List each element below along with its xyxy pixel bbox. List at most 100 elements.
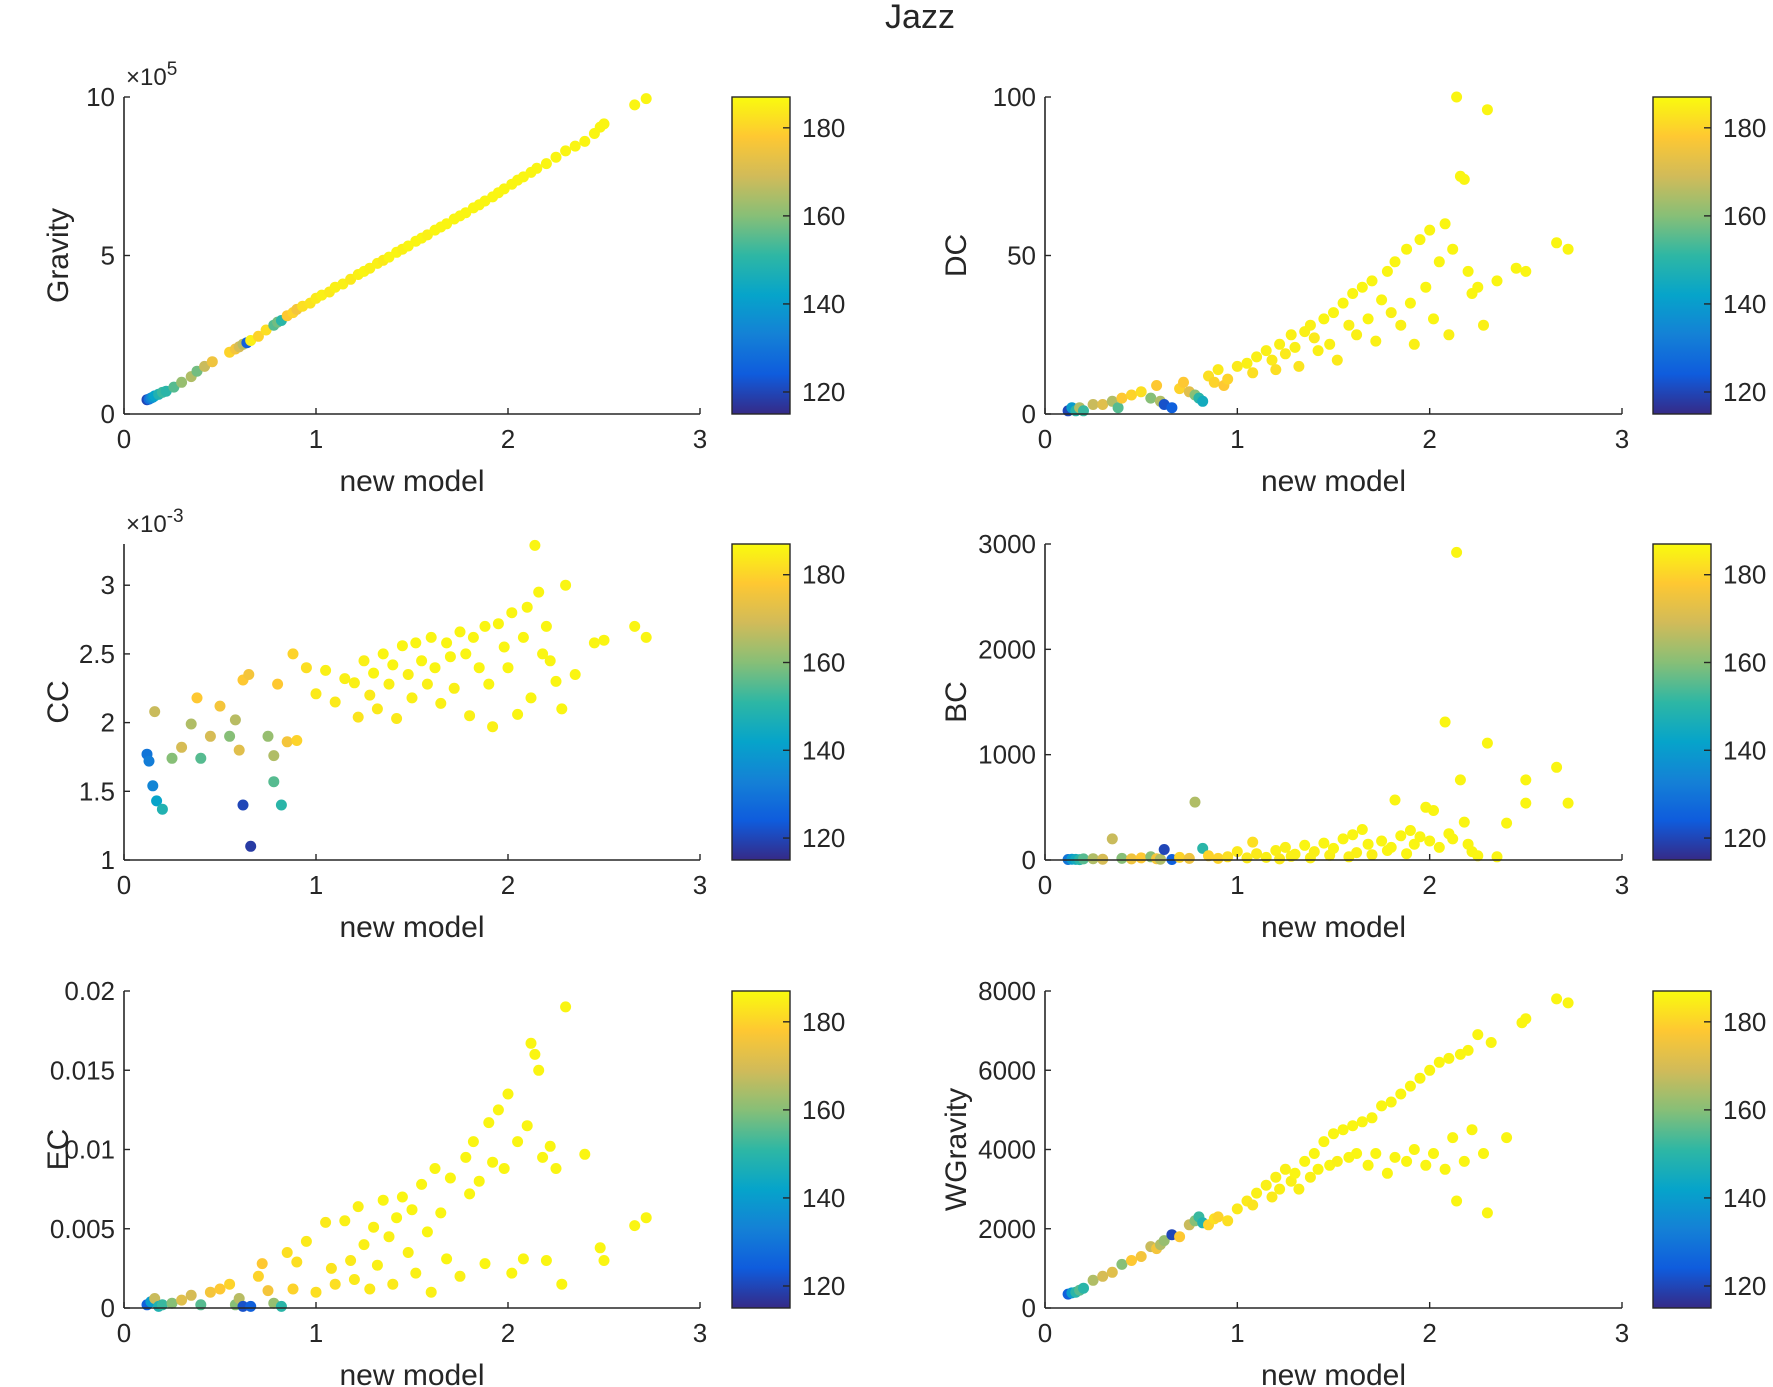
data-point bbox=[325, 1262, 337, 1274]
data-point bbox=[588, 637, 600, 649]
data-point bbox=[435, 1207, 447, 1219]
data-point bbox=[464, 710, 476, 722]
data-point bbox=[1562, 997, 1574, 1009]
data-point bbox=[1458, 1155, 1470, 1167]
data-point bbox=[1174, 1231, 1186, 1243]
data-point bbox=[268, 776, 280, 788]
data-point bbox=[1439, 1163, 1451, 1175]
x-tick-label: 2 bbox=[501, 1318, 515, 1348]
data-point bbox=[1439, 716, 1451, 728]
data-point bbox=[1433, 1056, 1445, 1068]
data-point bbox=[1212, 364, 1224, 376]
data-point bbox=[1247, 367, 1259, 379]
x-tick-label: 3 bbox=[1615, 424, 1629, 454]
data-point bbox=[204, 1286, 216, 1298]
data-point bbox=[1472, 1029, 1484, 1041]
y-tick-label: 1000 bbox=[978, 740, 1036, 770]
colorbar-tick-label: 120 bbox=[1723, 823, 1766, 853]
scatter-points bbox=[141, 93, 652, 406]
data-point bbox=[1324, 338, 1336, 350]
data-point bbox=[506, 607, 518, 619]
data-point bbox=[1347, 1120, 1359, 1132]
data-point bbox=[406, 692, 418, 704]
data-point bbox=[1481, 104, 1493, 116]
data-point bbox=[1222, 1215, 1234, 1227]
exponent-value: -3 bbox=[167, 506, 184, 527]
data-point bbox=[410, 637, 422, 649]
data-point bbox=[560, 145, 572, 157]
data-point bbox=[1247, 1199, 1259, 1211]
data-point bbox=[268, 750, 280, 762]
data-point bbox=[391, 713, 403, 724]
data-point bbox=[533, 1064, 545, 1076]
data-point bbox=[483, 678, 495, 690]
data-point bbox=[502, 1088, 514, 1100]
data-point bbox=[176, 741, 188, 753]
data-point bbox=[348, 677, 360, 689]
data-point bbox=[1408, 338, 1420, 350]
data-point bbox=[1356, 1116, 1368, 1128]
data-point bbox=[1279, 841, 1291, 853]
data-point bbox=[358, 655, 370, 667]
data-point bbox=[1408, 838, 1420, 850]
data-point bbox=[1251, 848, 1263, 860]
data-point bbox=[1462, 1044, 1474, 1056]
data-point bbox=[185, 718, 197, 730]
data-point bbox=[448, 682, 460, 694]
data-point bbox=[1385, 307, 1397, 319]
x-axis-label: new model bbox=[1261, 465, 1406, 498]
data-point bbox=[537, 1151, 549, 1163]
data-point bbox=[1304, 319, 1316, 331]
data-point bbox=[1343, 319, 1355, 331]
y-tick-label: 0 bbox=[1022, 1293, 1036, 1323]
data-point bbox=[441, 1253, 453, 1265]
colorbar-gradient bbox=[1652, 96, 1712, 415]
data-point bbox=[237, 799, 249, 811]
data-point bbox=[396, 1191, 408, 1203]
data-point bbox=[1520, 1013, 1532, 1025]
data-point bbox=[1420, 1159, 1432, 1171]
data-point bbox=[1231, 360, 1243, 372]
data-point bbox=[1366, 849, 1378, 861]
colorbar-gradient bbox=[731, 96, 791, 415]
data-point bbox=[517, 1253, 529, 1265]
data-point bbox=[406, 1204, 418, 1216]
data-point bbox=[1197, 842, 1209, 854]
data-point bbox=[1356, 824, 1368, 835]
data-point bbox=[1370, 1148, 1382, 1159]
x-tick-label: 1 bbox=[309, 424, 323, 454]
data-point bbox=[473, 1175, 485, 1187]
data-point bbox=[1145, 392, 1157, 404]
data-point bbox=[517, 631, 529, 643]
data-point bbox=[1208, 376, 1220, 388]
data-point bbox=[529, 539, 541, 551]
colorbar: 120 140 160 180 bbox=[1652, 96, 1766, 415]
x-tick-label: 0 bbox=[1038, 424, 1052, 454]
data-point bbox=[1260, 1179, 1272, 1191]
data-point bbox=[640, 631, 652, 643]
data-point bbox=[1308, 332, 1320, 344]
colorbar-tick-label: 180 bbox=[802, 560, 845, 590]
data-point bbox=[1151, 380, 1163, 391]
data-point bbox=[1318, 837, 1330, 849]
data-point bbox=[1178, 376, 1189, 388]
data-point bbox=[156, 803, 168, 815]
data-point bbox=[569, 140, 581, 152]
data-point bbox=[464, 1188, 476, 1200]
data-point bbox=[1458, 173, 1470, 185]
y-tick-label: 0.01 bbox=[64, 1135, 115, 1165]
data-point bbox=[1447, 833, 1459, 845]
y-axis-label: Gravity bbox=[42, 208, 75, 303]
y-tick-label: 0.005 bbox=[50, 1214, 115, 1244]
data-point bbox=[640, 93, 652, 105]
data-point bbox=[1087, 1274, 1099, 1286]
data-point bbox=[1285, 329, 1297, 341]
data-point bbox=[191, 692, 203, 704]
data-point bbox=[1251, 1187, 1263, 1199]
data-point bbox=[1274, 338, 1286, 350]
data-point bbox=[429, 1163, 441, 1174]
scatter-points bbox=[141, 539, 652, 852]
data-point bbox=[540, 1255, 552, 1266]
x-tick-label: 3 bbox=[1615, 870, 1629, 900]
data-point bbox=[272, 678, 284, 690]
